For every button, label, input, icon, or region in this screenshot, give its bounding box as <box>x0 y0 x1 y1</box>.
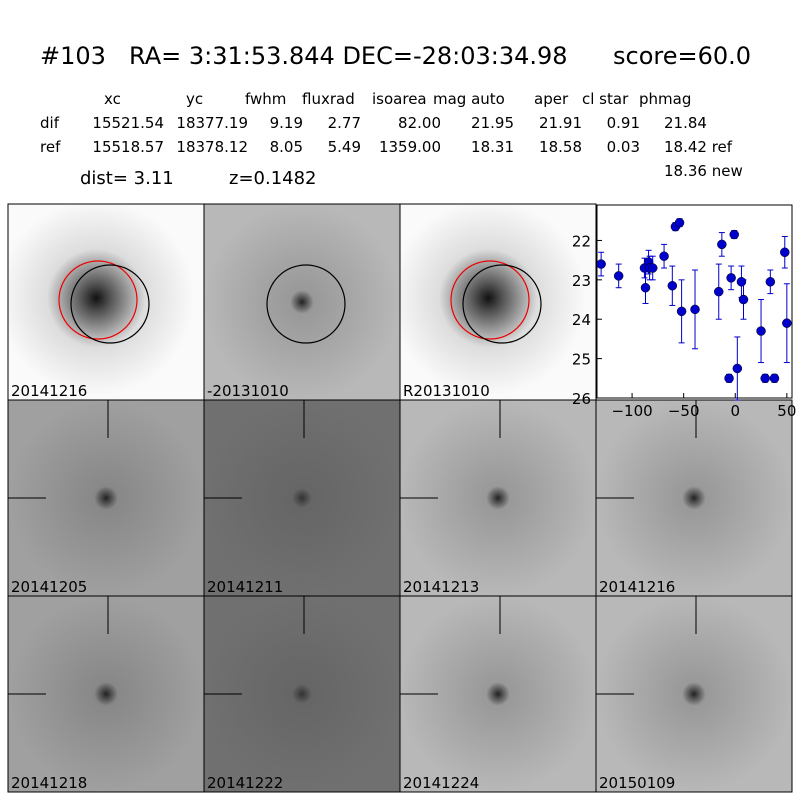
table-cell: 1359.00 <box>379 138 441 156</box>
column-header: fluxrad <box>302 90 355 108</box>
stamp-label: 20141218 <box>11 774 87 792</box>
table-cell: 2.77 <box>328 114 361 132</box>
column-header: mag auto <box>433 90 505 108</box>
data-point <box>713 286 724 297</box>
data-point <box>640 282 651 293</box>
data-point <box>667 280 678 291</box>
x-tick-label: −100 <box>611 402 652 420</box>
column-header: aper <box>534 90 569 108</box>
y-tick-label: 22 <box>572 232 591 250</box>
y-tick-label: 24 <box>572 311 591 329</box>
ref-circle <box>450 260 530 340</box>
data-point <box>724 373 734 384</box>
table-cell: 21.84 <box>664 114 707 132</box>
column-header: isoarea <box>372 90 427 108</box>
det-circle <box>462 264 542 344</box>
data-point <box>760 373 770 384</box>
stamp-label: 20150109 <box>599 774 675 792</box>
x-tick-label: 0 <box>730 402 740 420</box>
column-header: fwhm <box>245 90 286 108</box>
stamp-label: 20141222 <box>207 774 283 792</box>
data-point <box>769 373 780 384</box>
y-tick-label: 26 <box>572 390 591 408</box>
stamp-label: 20141211 <box>207 578 283 596</box>
table-cell: 18378.12 <box>176 138 248 156</box>
column-header: phmag <box>639 90 691 108</box>
row-label: ref <box>40 138 61 156</box>
table-cell: 0.03 <box>607 138 640 156</box>
stamp-label: 20141213 <box>403 578 479 596</box>
data-point <box>676 306 687 317</box>
data-point <box>782 318 792 328</box>
data-point <box>613 271 624 281</box>
data-point <box>729 229 739 240</box>
data-point <box>647 263 658 273</box>
data-point <box>659 251 669 261</box>
det-circle <box>70 264 150 344</box>
dist: dist= 3.11 <box>80 168 174 189</box>
table-cell: 15518.57 <box>92 138 164 156</box>
data-point <box>690 304 700 315</box>
candidate-id: #103 <box>40 42 106 70</box>
data-point <box>732 363 743 374</box>
column-header: yc <box>186 90 203 108</box>
stamp-label: -20131010 <box>207 382 289 400</box>
table-cell: 9.19 <box>270 114 303 132</box>
table-cell: 82.00 <box>398 114 441 132</box>
row-label: dif <box>40 114 60 132</box>
stamp-label: 20141216 <box>599 578 675 596</box>
data-point <box>765 277 776 287</box>
image-stamp <box>203 203 401 401</box>
image-stamp <box>399 203 597 401</box>
table-cell: 18.58 <box>539 138 582 156</box>
table-cell: 18.31 <box>471 138 514 156</box>
y-tick-label: 25 <box>572 351 591 369</box>
stamp-label: 20141224 <box>403 774 479 792</box>
table-cell: 5.49 <box>328 138 361 156</box>
x-tick-label: 50 <box>777 402 796 420</box>
data-point <box>738 294 749 305</box>
det-circle <box>266 264 346 344</box>
stamp-label: R20131010 <box>403 382 490 400</box>
coordinates: RA= 3:31:53.844 DEC=-28:03:34.98 <box>129 42 568 70</box>
x-tick-label: −50 <box>668 402 700 420</box>
stamp-label: 20141216 <box>11 382 87 400</box>
data-point <box>726 273 736 283</box>
data-point <box>736 277 747 287</box>
redshift: z=0.1482 <box>229 168 317 189</box>
column-header: xc <box>104 90 121 108</box>
image-stamp <box>7 203 205 401</box>
stamp-label: 20141205 <box>11 578 87 596</box>
data-point <box>674 217 685 228</box>
table-cell: 18377.19 <box>176 114 248 132</box>
plot-area <box>596 204 793 399</box>
column-header: cl star <box>582 90 629 108</box>
data-point <box>717 239 727 250</box>
table-cell: 15521.54 <box>92 114 164 132</box>
phmag-new: 18.36 new <box>664 162 743 180</box>
table-cell: 0.91 <box>607 114 640 132</box>
table-cell: 21.91 <box>539 114 582 132</box>
score: score=60.0 <box>613 42 751 70</box>
y-tick-label: 23 <box>572 272 591 290</box>
table-cell: 21.95 <box>471 114 514 132</box>
data-point <box>596 259 606 269</box>
table-cell: 18.42 ref <box>664 138 733 156</box>
data-point <box>756 326 766 336</box>
data-point <box>780 247 790 258</box>
table-cell: 8.05 <box>270 138 303 156</box>
ref-circle <box>58 260 138 340</box>
